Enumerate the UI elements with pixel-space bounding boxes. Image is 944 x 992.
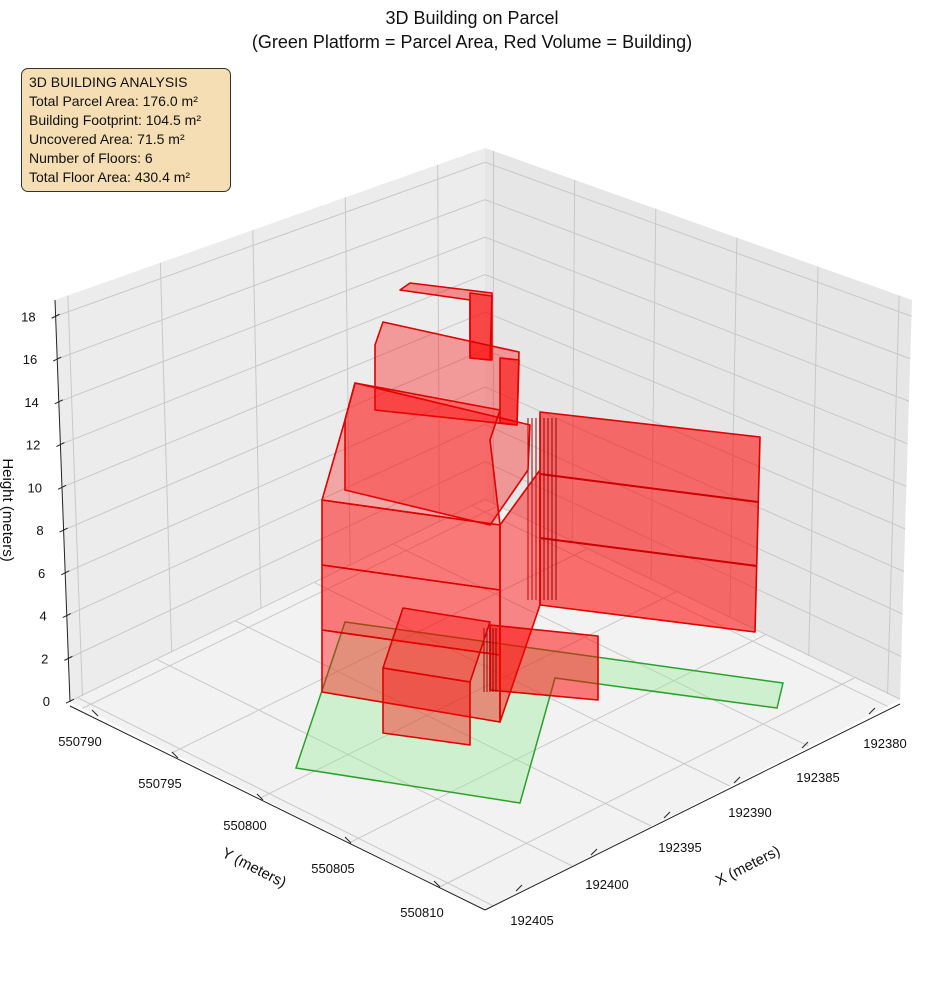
y-tick-mark bbox=[256, 793, 264, 801]
tick-labels: 0 2 4 6 8 10 12 14 16 18 550790 550795 550800 550805 5… bbox=[21, 309, 907, 928]
info-uncovered: Uncovered Area: 71.5 m² bbox=[29, 131, 185, 147]
y-tick-mark bbox=[171, 751, 179, 759]
z-axis-label: Height (meters) bbox=[0, 458, 16, 561]
z-tick-label: 12 bbox=[26, 438, 40, 453]
info-floor-area: Total Floor Area: 430.4 m² bbox=[29, 169, 191, 185]
z-gridline bbox=[55, 161, 912, 317]
y-gridline bbox=[171, 548, 587, 754]
z-tick-mark bbox=[62, 613, 72, 619]
info-footprint: Building Footprint: 104.5 m² bbox=[29, 112, 201, 128]
x-gridline bbox=[235, 620, 652, 827]
y-gridline bbox=[159, 262, 173, 653]
x-axis-line bbox=[484, 703, 901, 911]
info-floors: Number of Floors: 6 bbox=[29, 150, 153, 166]
y-gridline bbox=[260, 591, 677, 799]
building-south-wing bbox=[489, 624, 599, 701]
y-axis-line bbox=[69, 705, 486, 911]
x-tick-label: 192405 bbox=[510, 913, 553, 928]
x-tick-mark bbox=[868, 707, 876, 715]
z-tick-mark bbox=[51, 313, 60, 319]
left-pane bbox=[55, 148, 485, 702]
z-tick-mark bbox=[65, 698, 75, 704]
z-gridline bbox=[66, 423, 903, 617]
building-tier-5 bbox=[374, 321, 520, 426]
z-tick-label: 2 bbox=[41, 651, 48, 666]
x-axis-label: X (meters) bbox=[713, 843, 783, 890]
x-tick-label: 192385 bbox=[796, 770, 839, 785]
z-gridline bbox=[58, 236, 910, 403]
z-tick-mark bbox=[56, 442, 65, 447]
z-gridline bbox=[57, 199, 911, 360]
title-line-1: 3D Building on Parcel bbox=[385, 8, 559, 28]
info-box: 3D BUILDING ANALYSIS Total Parcel Area: … bbox=[21, 68, 231, 192]
right-pane bbox=[485, 148, 912, 700]
y-tick-label: 550805 bbox=[311, 861, 354, 876]
z-gridline bbox=[64, 386, 905, 574]
y-gridline bbox=[437, 164, 440, 523]
z-tick-label: 14 bbox=[24, 395, 38, 410]
z-tick-label: 8 bbox=[36, 523, 43, 538]
floor-line bbox=[539, 473, 759, 503]
y-tick-mark bbox=[433, 880, 441, 888]
z-tick-mark bbox=[54, 399, 64, 405]
x-gridline bbox=[156, 659, 573, 867]
x-tick-label: 192390 bbox=[728, 805, 771, 820]
y-gridline bbox=[252, 230, 262, 610]
y-axis-label: Y (meters) bbox=[219, 845, 289, 892]
z-gridline bbox=[68, 461, 902, 659]
z-tick-mark bbox=[64, 655, 73, 661]
z-gridline bbox=[69, 498, 901, 702]
z-tick-mark bbox=[52, 356, 62, 362]
x-gridline bbox=[887, 295, 900, 695]
y-tick-mark bbox=[344, 836, 352, 844]
x-tick-mark bbox=[515, 884, 523, 892]
z-tick-mark bbox=[60, 570, 70, 576]
z-tick-label: 0 bbox=[43, 694, 50, 709]
y-tick-label: 550800 bbox=[223, 818, 266, 833]
z-axis-line bbox=[54, 299, 71, 703]
x-gridline bbox=[808, 266, 819, 657]
z-tick-label: 16 bbox=[23, 352, 37, 367]
z-tick-mark bbox=[59, 527, 68, 533]
y-tick-label: 550810 bbox=[400, 905, 443, 920]
x-gridline bbox=[78, 697, 494, 907]
x-tick-mark bbox=[663, 811, 671, 819]
building-top-column bbox=[469, 292, 493, 361]
building-roof-tier-3 bbox=[321, 382, 501, 526]
y-gridline bbox=[349, 634, 766, 843]
x-tick-label: 192380 bbox=[863, 736, 906, 751]
y-gridline bbox=[439, 677, 855, 888]
x-tick-label: 192400 bbox=[585, 877, 628, 892]
title-line-2: (Green Platform = Parcel Area, Red Volum… bbox=[251, 32, 693, 52]
z-tick-label: 6 bbox=[38, 566, 45, 581]
info-parcel-area: Total Parcel Area: 176.0 m² bbox=[29, 93, 198, 109]
z-tick-label: 4 bbox=[40, 609, 47, 624]
y-tick-label: 550795 bbox=[138, 776, 181, 791]
x-tick-label: 192395 bbox=[658, 840, 701, 855]
z-tick-label: 10 bbox=[28, 480, 42, 495]
z-tick-label: 18 bbox=[21, 309, 35, 324]
x-tick-mark bbox=[590, 848, 598, 856]
building-east-wing bbox=[539, 411, 761, 633]
z-gridline bbox=[60, 274, 908, 446]
info-heading: 3D BUILDING ANALYSIS bbox=[29, 74, 188, 90]
x-tick-mark bbox=[733, 776, 741, 784]
floor-line bbox=[539, 537, 758, 567]
x-tick-mark bbox=[801, 741, 809, 749]
y-tick-label: 550790 bbox=[58, 734, 101, 749]
z-tick-mark bbox=[57, 484, 67, 490]
building-tier-5-column bbox=[499, 357, 520, 426]
y-gridline bbox=[67, 295, 83, 696]
y-tick-mark bbox=[91, 709, 99, 717]
small-block-front bbox=[382, 667, 471, 746]
chart-title: 3D Building on Parcel (Green Platform = … bbox=[0, 6, 944, 54]
